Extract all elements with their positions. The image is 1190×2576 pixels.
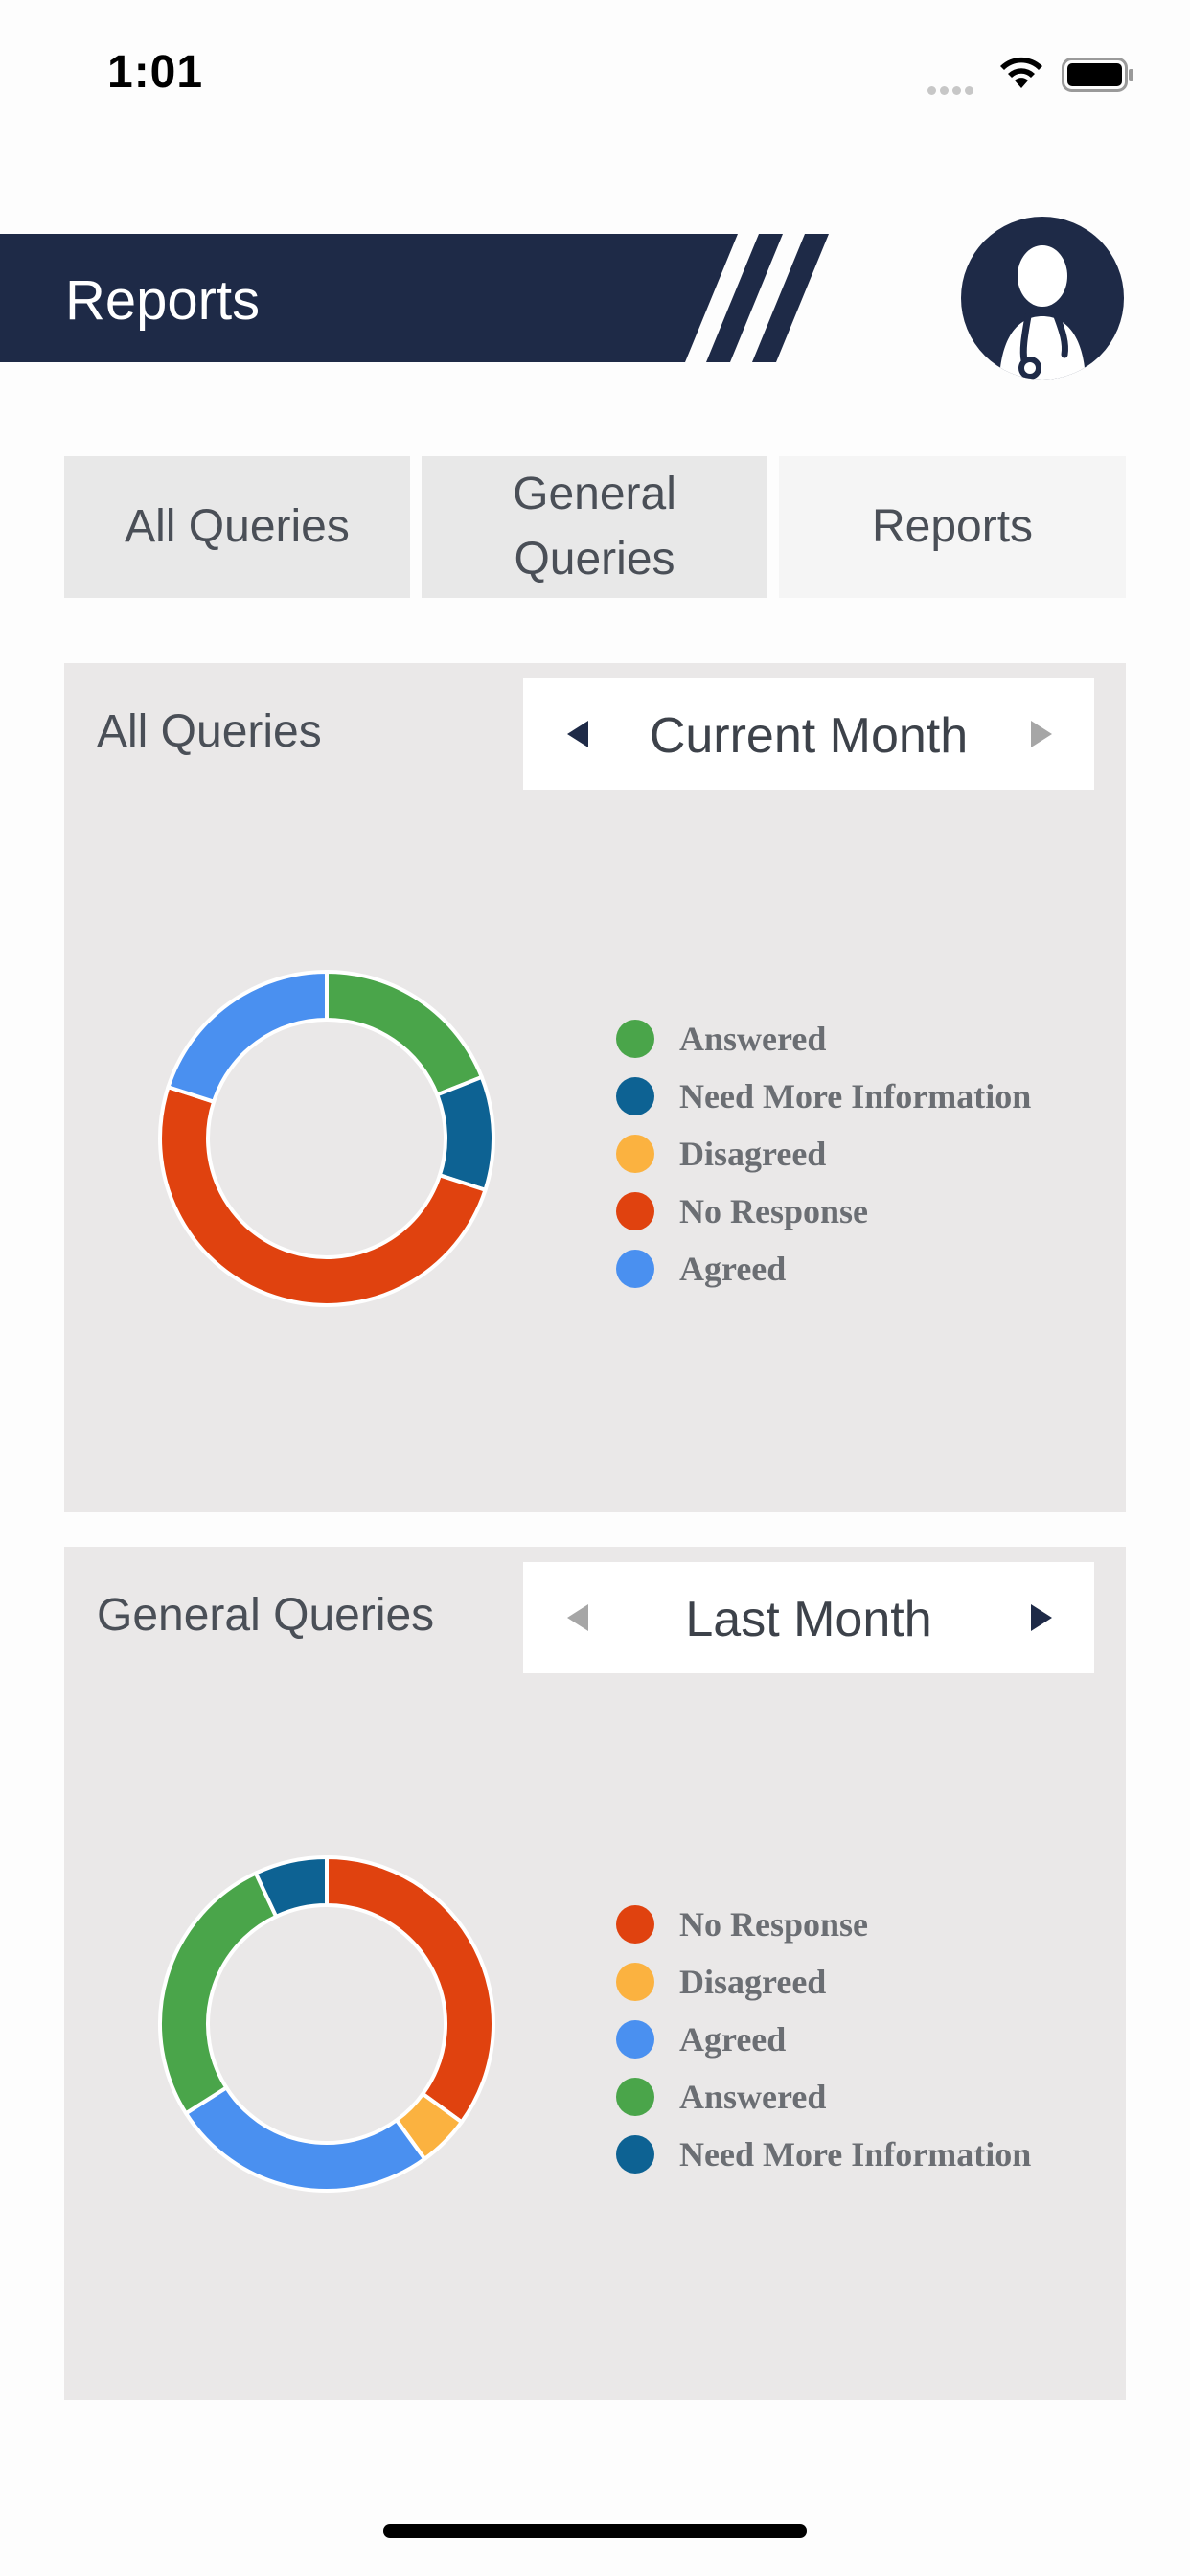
chart-legend: Answered Need More Information Disagreed No…: [616, 1010, 1031, 1298]
legend-label: Need More Information: [679, 2135, 1032, 2174]
legend-label: Disagreed: [679, 1963, 827, 2001]
legend-label: Need More Information: [679, 1077, 1032, 1116]
legend-swatch: [616, 1192, 654, 1230]
avatar[interactable]: [961, 217, 1124, 380]
previous-period-button[interactable]: [560, 713, 602, 755]
triangle-left-icon: [567, 1604, 588, 1631]
tab-general-queries[interactable]: General Queries: [422, 456, 767, 598]
next-period-button[interactable]: [1018, 1597, 1060, 1639]
tab-bar: All Queries General Queries Reports: [64, 456, 1126, 598]
period-label: Current Month: [649, 708, 969, 764]
header-banner: [0, 234, 829, 362]
tab-general-queries-label: General Queries: [513, 469, 676, 585]
legend-label: Disagreed: [679, 1135, 827, 1173]
legend-label: Answered: [679, 2078, 827, 2116]
legend-swatch: [616, 1905, 654, 1944]
next-period-button[interactable]: [1018, 713, 1060, 755]
legend-swatch: [616, 1077, 654, 1116]
legend-swatch: [616, 1020, 654, 1058]
all-queries-report-panel: All Queries Current Month Answered Need M…: [64, 663, 1126, 1512]
status-time: 1:01: [107, 47, 204, 98]
period-picker: Last Month: [523, 1562, 1094, 1673]
donut-slice-no-response: [158, 1084, 489, 1307]
signal-dots-icon: [927, 82, 983, 95]
donut-slice-need-more-information: [434, 1074, 495, 1193]
legend-swatch: [616, 2135, 654, 2174]
chart-legend: No Response Disagreed Agreed Answered Need M…: [616, 1896, 1031, 2183]
legend-swatch: [616, 1250, 654, 1288]
legend-swatch: [616, 1135, 654, 1173]
donut-slice-agreed: [183, 2084, 428, 2193]
legend-label: No Response: [679, 1905, 869, 1944]
period-label: Last Month: [685, 1592, 932, 1647]
donut-slice-agreed: [165, 969, 329, 1105]
general-queries-donut-chart: [158, 1854, 495, 2193]
donut-slice-need-more-information: [253, 1854, 329, 1920]
page-title: Reports: [65, 269, 261, 332]
legend-swatch: [616, 2078, 654, 2116]
legend-item: Need More Information: [616, 2126, 1031, 2183]
legend-item: Answered: [616, 1010, 1031, 1068]
legend-item: No Response: [616, 1896, 1031, 1953]
legend-label: Answered: [679, 1020, 827, 1058]
legend-item: Disagreed: [616, 1125, 1031, 1183]
legend-item: Need More Information: [616, 1068, 1031, 1125]
legend-item: Answered: [616, 2068, 1031, 2126]
period-picker: Current Month: [523, 678, 1094, 790]
general-queries-report-panel: General Queries Last Month No Response Di…: [64, 1547, 1126, 2400]
donut-slice-no-response: [325, 1854, 495, 2126]
battery-icon: [1062, 58, 1133, 92]
wifi-icon: [1000, 57, 1042, 88]
tab-all-queries[interactable]: All Queries: [64, 456, 410, 598]
triangle-right-icon: [1031, 1604, 1052, 1631]
panel-title: General Queries: [97, 1590, 435, 1641]
legend-swatch: [616, 2020, 654, 2058]
legend-item: Disagreed: [616, 1953, 1031, 2011]
tab-reports[interactable]: Reports: [779, 456, 1126, 598]
legend-swatch: [616, 1963, 654, 2001]
triangle-right-icon: [1031, 721, 1052, 748]
panel-title: All Queries: [97, 706, 322, 757]
legend-label: Agreed: [679, 2020, 787, 2058]
legend-item: Agreed: [616, 1240, 1031, 1298]
all-queries-donut-chart: [158, 969, 495, 1307]
status-bar: 1:01: [0, 0, 1190, 144]
doctor-stethoscope-icon: [999, 245, 1086, 380]
legend-item: No Response: [616, 1183, 1031, 1240]
previous-period-button[interactable]: [560, 1597, 602, 1639]
donut-slice-answered: [325, 969, 485, 1097]
donut-slice-answered: [158, 1870, 279, 2116]
legend-item: Agreed: [616, 2011, 1031, 2068]
home-indicator: [383, 2524, 807, 2538]
legend-label: Agreed: [679, 1250, 787, 1288]
legend-label: No Response: [679, 1192, 869, 1230]
triangle-left-icon: [567, 721, 588, 748]
